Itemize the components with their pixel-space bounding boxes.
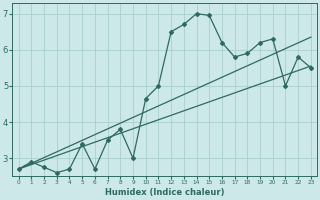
X-axis label: Humidex (Indice chaleur): Humidex (Indice chaleur) xyxy=(105,188,225,197)
